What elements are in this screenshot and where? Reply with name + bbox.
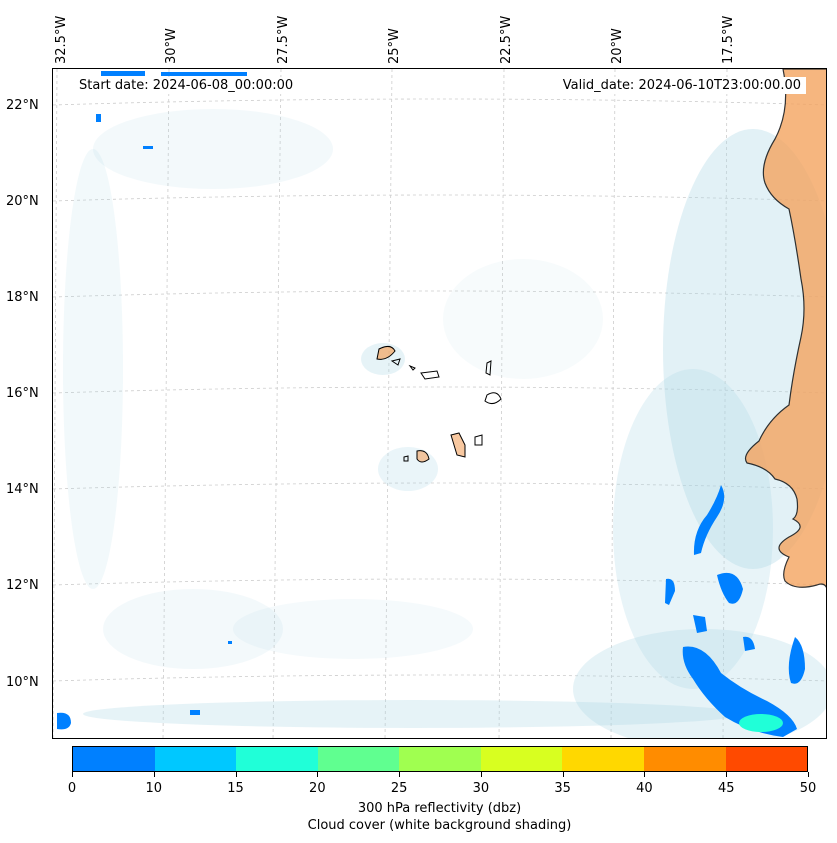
colorbar-tick [235, 772, 237, 777]
valid-date-label: Valid_date: 2024-06-10T23:00:00.00 [557, 77, 806, 94]
graticule [53, 69, 826, 738]
start-date-label: Start date: 2024-06-08_00:00:00 [74, 77, 299, 94]
colorbar-tick [562, 772, 564, 777]
longitude-label-22-5w: 22.5°W [499, 15, 514, 64]
colorbar-tick-label: 25 [390, 781, 408, 796]
colorbar-segment [399, 747, 481, 771]
colorbar [72, 746, 808, 772]
latitude-label-20n: 20°N [6, 194, 39, 209]
colorbar-tick [644, 772, 646, 777]
colorbar-label-cloud-cover: Cloud cover (white background shading) [307, 818, 572, 833]
colorbar-tick [726, 772, 728, 777]
island-maio [474, 434, 483, 446]
colorbar-tick-label: 45 [717, 781, 735, 796]
reflectivity-patch [161, 72, 247, 76]
colorbar-tick-label: 50 [799, 781, 817, 796]
reflectivity-patch [101, 71, 145, 76]
reflectivity-patch [788, 637, 805, 684]
longitude-label-17-5w: 17.5°W [721, 15, 736, 64]
colorbar-segment [73, 747, 155, 771]
colorbar-segment [480, 747, 563, 771]
colorbar-tick-label: 40 [636, 781, 653, 796]
reflectivity-patch [228, 641, 232, 644]
island-brava [403, 455, 409, 462]
latitude-label-22n: 22°N [6, 98, 39, 113]
map-canvas [53, 69, 826, 738]
colorbar-tick-label: 15 [227, 781, 244, 796]
colorbar-segment [562, 747, 644, 771]
island-santiago [450, 432, 466, 458]
colorbar-segment [236, 747, 318, 771]
colorbar-tick [480, 772, 482, 777]
latitude-label-14n: 14°N [6, 482, 39, 497]
latitude-label-12n: 12°N [6, 578, 39, 593]
colorbar-segment [643, 747, 726, 771]
map-panel [52, 68, 827, 739]
island-fogo [416, 450, 430, 463]
reflectivity-patch [743, 636, 755, 651]
reflectivity-core-patch [739, 714, 783, 732]
longitude-label-30w: 30°W [164, 28, 179, 64]
colorbar-tick [72, 772, 73, 777]
reflectivity-patch [717, 572, 743, 604]
island-sao-nicolau [420, 370, 440, 380]
reflectivity-patch [693, 485, 725, 555]
island-sao-vicente [390, 358, 401, 366]
colorbar-segment [725, 747, 808, 771]
cape-verde-islands [376, 345, 502, 463]
africa-mainland [744, 69, 826, 588]
longitude-label-27-5w: 27.5°W [276, 15, 291, 64]
reflectivity-patch [96, 114, 101, 122]
island-santa-luzia [408, 364, 416, 371]
latitude-label-18n: 18°N [6, 290, 39, 305]
cloud-cover-shading [63, 109, 826, 738]
colorbar-tick-label: 10 [145, 781, 163, 796]
reflectivity-patch [665, 578, 675, 605]
reflectivity-patch [682, 646, 797, 737]
reflectivity-core [739, 714, 783, 732]
colorbar-tick-label: 35 [554, 781, 571, 796]
colorbar-tick [808, 772, 809, 777]
colorbar-tick [317, 772, 319, 777]
reflectivity-patch [143, 146, 153, 149]
reflectivity-patch [57, 712, 71, 730]
colorbar-tick [399, 772, 401, 777]
reflectivity-patch [693, 615, 707, 633]
island-boa-vista [484, 392, 502, 405]
colorbar-tick-label: 0 [67, 781, 77, 796]
island-sal [485, 360, 492, 376]
island-santo-antao [376, 345, 396, 360]
colorbar-segment [154, 747, 237, 771]
colorbar-tick [153, 772, 155, 777]
longitude-label-25w: 25°W [387, 28, 402, 64]
longitude-label-32-5w: 32.5°W [54, 15, 69, 64]
reflectivity-patches [57, 71, 805, 737]
latitude-label-10n: 10°N [6, 675, 39, 690]
colorbar-tick-label: 30 [472, 781, 490, 796]
longitude-label-20w: 20°W [610, 28, 625, 64]
colorbar-tick-label: 20 [309, 781, 326, 796]
colorbar-label-reflectivity: 300 hPa reflectivity (dbz) [357, 801, 522, 816]
colorbar-segment [317, 747, 400, 771]
latitude-label-16n: 16°N [6, 386, 39, 401]
reflectivity-patch [190, 710, 200, 715]
